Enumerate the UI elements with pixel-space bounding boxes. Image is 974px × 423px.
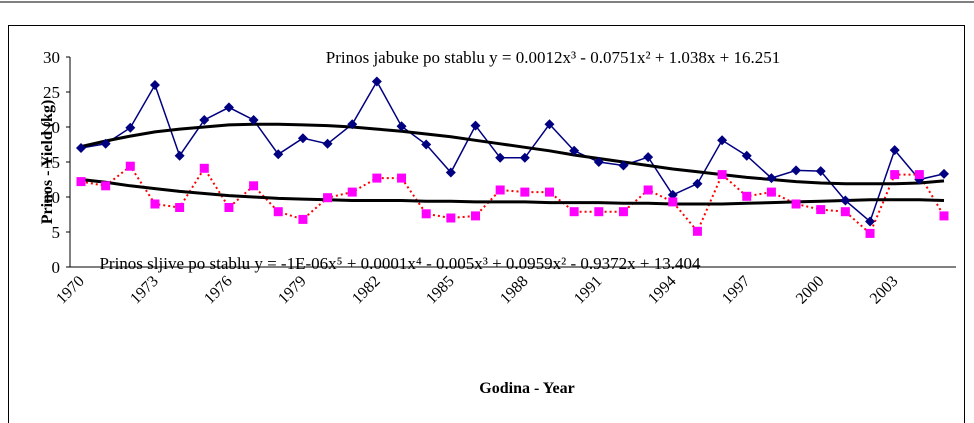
- data-point: [520, 187, 530, 197]
- data-point: [717, 170, 727, 180]
- x-tick-label: 2003: [867, 273, 902, 308]
- y-axis-label: Prinos - Yield (kg): [39, 100, 56, 225]
- data-point: [223, 102, 234, 113]
- data-point: [297, 133, 308, 144]
- data-point: [914, 170, 924, 180]
- data-point: [273, 149, 284, 160]
- data-point: [742, 191, 752, 201]
- data-point: [840, 195, 851, 206]
- data-point: [199, 115, 210, 125]
- data-point: [101, 181, 111, 191]
- data-point: [322, 138, 333, 149]
- data-point: [815, 166, 826, 177]
- data-point: [273, 207, 283, 217]
- data-point: [692, 226, 702, 236]
- data-point: [446, 213, 456, 223]
- data-point: [766, 187, 776, 197]
- data-point: [593, 157, 604, 167]
- chart-frame: [8, 25, 965, 423]
- x-tick-label: 1988: [497, 273, 532, 308]
- data-point: [76, 143, 86, 153]
- data-point: [372, 173, 382, 183]
- x-tick-label: 1997: [719, 273, 754, 308]
- data-point: [865, 228, 875, 238]
- data-point: [791, 165, 802, 176]
- data-point: [618, 160, 629, 171]
- x-tick-label: 1991: [571, 273, 606, 308]
- data-point: [569, 207, 579, 217]
- data-point: [519, 152, 530, 163]
- data-point: [397, 173, 407, 183]
- data-point: [149, 80, 160, 90]
- data-point: [125, 161, 135, 171]
- x-tick-label: 1982: [349, 273, 384, 308]
- y-tick-label: 0: [52, 258, 61, 277]
- data-point: [100, 138, 111, 149]
- x-tick-label: 2000: [793, 273, 828, 308]
- data-point: [569, 145, 580, 156]
- data-point: [741, 150, 752, 161]
- data-point: [471, 211, 481, 221]
- data-point: [643, 185, 653, 195]
- data-point: [643, 152, 654, 163]
- data-point: [939, 211, 949, 221]
- y-tick-label: 10: [43, 188, 60, 207]
- x-tick-label: 1976: [201, 273, 236, 308]
- annotation: Prinos sljive po stablu y = -1E-06x⁵ + 0…: [99, 254, 701, 273]
- data-point: [766, 173, 777, 184]
- data-point: [298, 214, 308, 224]
- data-point: [865, 216, 876, 227]
- x-axis-label: Godina - Year: [479, 380, 574, 397]
- data-point: [421, 209, 431, 219]
- x-tick-label: 1994: [645, 273, 680, 308]
- data-point: [347, 119, 358, 130]
- x-tick-label: 1979: [275, 273, 310, 308]
- data-point: [791, 199, 801, 209]
- data-point: [890, 170, 900, 180]
- data-point: [323, 193, 333, 203]
- data-point: [174, 150, 185, 161]
- data-point: [175, 203, 185, 212]
- data-point: [199, 163, 209, 173]
- data-point: [594, 207, 604, 217]
- data-point: [249, 181, 259, 191]
- plot-area: [76, 76, 949, 238]
- x-tick-label: 1985: [423, 273, 458, 308]
- x-tick-label: 1973: [127, 273, 162, 308]
- data-point: [248, 115, 259, 125]
- y-tick-label: 20: [43, 118, 60, 137]
- data-point: [939, 168, 949, 179]
- data-point: [150, 199, 160, 209]
- data-point: [889, 145, 900, 156]
- data-point: [125, 122, 136, 133]
- annotation: Prinos jabuke po stablu y = 0.0012x³ - 0…: [326, 48, 781, 67]
- y-tick-label: 25: [43, 83, 60, 102]
- data-point: [396, 121, 407, 132]
- data-point: [371, 76, 382, 87]
- y-tick-label: 15: [43, 153, 60, 172]
- data-point: [840, 207, 850, 217]
- trendline: [80, 122, 945, 186]
- data-point: [692, 178, 703, 189]
- data-point: [224, 203, 234, 212]
- data-point: [618, 207, 628, 217]
- data-point: [816, 205, 826, 215]
- data-point: [717, 135, 728, 146]
- data-point: [544, 119, 555, 130]
- data-point: [347, 187, 357, 197]
- x-tick-label: 1970: [53, 273, 88, 308]
- data-point: [495, 152, 506, 163]
- data-point: [445, 167, 456, 178]
- data-point: [76, 177, 86, 187]
- data-point: [470, 120, 481, 131]
- series-line: [80, 164, 945, 236]
- data-point: [544, 187, 554, 197]
- data-point: [495, 185, 505, 195]
- data-point: [668, 197, 678, 207]
- y-tick-label: 30: [43, 48, 60, 67]
- data-point: [421, 139, 432, 150]
- y-tick-label: 5: [52, 223, 61, 242]
